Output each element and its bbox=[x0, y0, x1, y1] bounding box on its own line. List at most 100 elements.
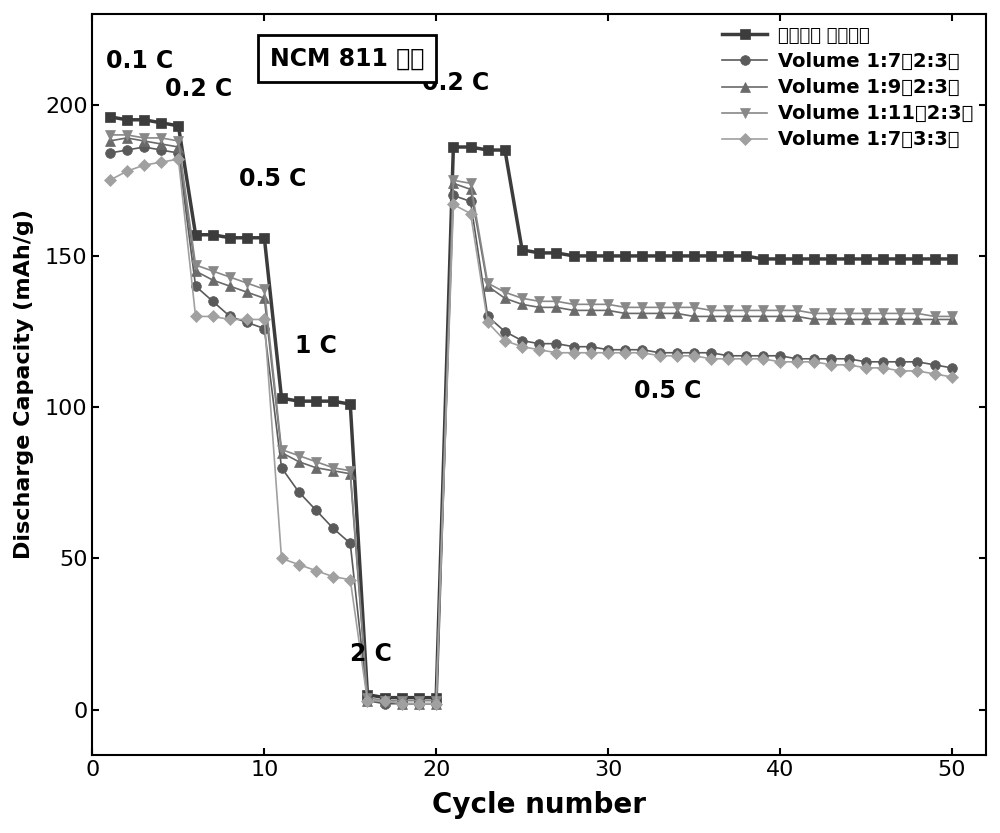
Volume 1:7（3:3） bbox=[843, 360, 855, 370]
Volume 1:7（3:3） bbox=[688, 351, 700, 361]
Volume 1:7（3:3） bbox=[602, 347, 614, 357]
Volume 1:11（2:3） bbox=[241, 278, 253, 288]
Volume 1:7（2:3） bbox=[293, 487, 305, 497]
Volume 1:7（2:3） bbox=[860, 357, 872, 367]
Volume 1:11（2:3） bbox=[344, 466, 356, 476]
Volume 1:7（3:3） bbox=[929, 369, 941, 379]
X-axis label: Cycle number: Cycle number bbox=[432, 791, 646, 819]
Volume 1:7（2:3） bbox=[602, 345, 614, 355]
Volume 1:11（2:3） bbox=[791, 306, 803, 316]
Volume 1:7（2:3） bbox=[430, 699, 442, 709]
Volume 1:7（3:3） bbox=[361, 696, 373, 706]
Volume 1:7（2:3） bbox=[155, 145, 167, 155]
Volume 1:11（2:3） bbox=[705, 306, 717, 316]
Volume 1:7（2:3） bbox=[361, 696, 373, 706]
Volume 1:9（2:3） bbox=[310, 462, 322, 472]
Volume 1:11（2:3） bbox=[946, 312, 958, 322]
Volume 1:11（2:3） bbox=[654, 302, 666, 312]
Volume 1:11（2:3） bbox=[430, 696, 442, 706]
Volume 1:7（3:3） bbox=[190, 312, 202, 322]
Volume 1:11（2:3） bbox=[671, 302, 683, 312]
对照组： 液态电池 bbox=[413, 693, 425, 703]
Volume 1:9（2:3） bbox=[413, 699, 425, 709]
Volume 1:7（3:3） bbox=[447, 199, 459, 209]
Volume 1:11（2:3） bbox=[258, 284, 270, 294]
Volume 1:9（2:3） bbox=[465, 184, 477, 194]
Volume 1:9（2:3） bbox=[860, 315, 872, 325]
Volume 1:7（3:3） bbox=[344, 575, 356, 585]
Volume 1:7（3:3） bbox=[327, 571, 339, 581]
Volume 1:7（2:3） bbox=[929, 360, 941, 370]
Volume 1:11（2:3） bbox=[550, 297, 562, 307]
Text: 2 C: 2 C bbox=[350, 642, 392, 666]
Volume 1:7（2:3） bbox=[740, 351, 752, 361]
Volume 1:7（2:3） bbox=[568, 342, 580, 352]
对照组： 液态电池 bbox=[636, 251, 648, 261]
Volume 1:9（2:3） bbox=[722, 312, 734, 322]
Volume 1:7（2:3） bbox=[379, 699, 391, 709]
对照组： 液态电池 bbox=[722, 251, 734, 261]
对照组： 液态电池 bbox=[860, 254, 872, 264]
Volume 1:11（2:3） bbox=[825, 308, 837, 318]
Volume 1:11（2:3） bbox=[533, 297, 545, 307]
对照组： 液态电池 bbox=[447, 142, 459, 152]
对照组： 液态电池 bbox=[155, 117, 167, 127]
Volume 1:9（2:3） bbox=[946, 315, 958, 325]
Text: 0.5 C: 0.5 C bbox=[634, 379, 701, 403]
Volume 1:11（2:3） bbox=[276, 445, 288, 455]
对照组： 液态电池 bbox=[258, 232, 270, 242]
Y-axis label: Discharge Capacity (mAh/g): Discharge Capacity (mAh/g) bbox=[14, 210, 34, 560]
Volume 1:9（2:3） bbox=[636, 308, 648, 318]
Volume 1:7（3:3） bbox=[757, 354, 769, 364]
Volume 1:11（2:3） bbox=[774, 306, 786, 316]
Text: NCM 811 电池: NCM 811 电池 bbox=[270, 47, 424, 70]
Volume 1:11（2:3） bbox=[568, 299, 580, 309]
Volume 1:9（2:3） bbox=[121, 133, 133, 143]
Volume 1:11（2:3） bbox=[482, 278, 494, 288]
Volume 1:11（2:3） bbox=[413, 696, 425, 706]
对照组： 液态电池 bbox=[654, 251, 666, 261]
Volume 1:7（3:3） bbox=[860, 363, 872, 373]
Volume 1:11（2:3） bbox=[894, 308, 906, 318]
Volume 1:7（2:3） bbox=[482, 312, 494, 322]
对照组： 液态电池 bbox=[482, 145, 494, 155]
Volume 1:9（2:3） bbox=[688, 312, 700, 322]
Volume 1:11（2:3） bbox=[310, 456, 322, 466]
Volume 1:7（2:3） bbox=[808, 354, 820, 364]
Volume 1:9（2:3） bbox=[327, 466, 339, 476]
Volume 1:11（2:3） bbox=[190, 260, 202, 270]
对照组： 液态电池 bbox=[465, 142, 477, 152]
Volume 1:7（3:3） bbox=[224, 315, 236, 325]
Volume 1:7（2:3） bbox=[465, 197, 477, 207]
Volume 1:7（2:3） bbox=[499, 327, 511, 337]
对照组： 液态电池 bbox=[894, 254, 906, 264]
对照组： 液态电池 bbox=[172, 121, 184, 131]
Volume 1:7（3:3） bbox=[550, 347, 562, 357]
Volume 1:9（2:3） bbox=[585, 306, 597, 316]
Volume 1:11（2:3） bbox=[843, 308, 855, 318]
Volume 1:11（2:3） bbox=[104, 130, 116, 140]
对照组： 液态电池 bbox=[138, 115, 150, 125]
Volume 1:7（2:3） bbox=[619, 345, 631, 355]
Volume 1:7（2:3） bbox=[172, 148, 184, 158]
Volume 1:7（2:3） bbox=[894, 357, 906, 367]
Line: 对照组： 液态电池: 对照组： 液态电池 bbox=[105, 112, 957, 702]
Volume 1:7（3:3） bbox=[654, 351, 666, 361]
Volume 1:9（2:3） bbox=[911, 315, 923, 325]
Volume 1:7（2:3） bbox=[258, 323, 270, 333]
对照组： 液态电池 bbox=[190, 230, 202, 240]
对照组： 液态电池 bbox=[825, 254, 837, 264]
对照组： 液态电池 bbox=[430, 693, 442, 703]
Volume 1:9（2:3） bbox=[843, 315, 855, 325]
对照组： 液态电池 bbox=[361, 690, 373, 700]
Volume 1:9（2:3） bbox=[894, 315, 906, 325]
Volume 1:11（2:3） bbox=[757, 306, 769, 316]
Volume 1:7（2:3） bbox=[791, 354, 803, 364]
Volume 1:7（2:3） bbox=[671, 347, 683, 357]
Text: 0.2 C: 0.2 C bbox=[422, 71, 490, 94]
Volume 1:9（2:3） bbox=[276, 447, 288, 457]
Volume 1:7（3:3） bbox=[138, 160, 150, 170]
对照组： 液态电池 bbox=[946, 254, 958, 264]
Volume 1:9（2:3） bbox=[138, 136, 150, 146]
Volume 1:7（3:3） bbox=[465, 208, 477, 218]
